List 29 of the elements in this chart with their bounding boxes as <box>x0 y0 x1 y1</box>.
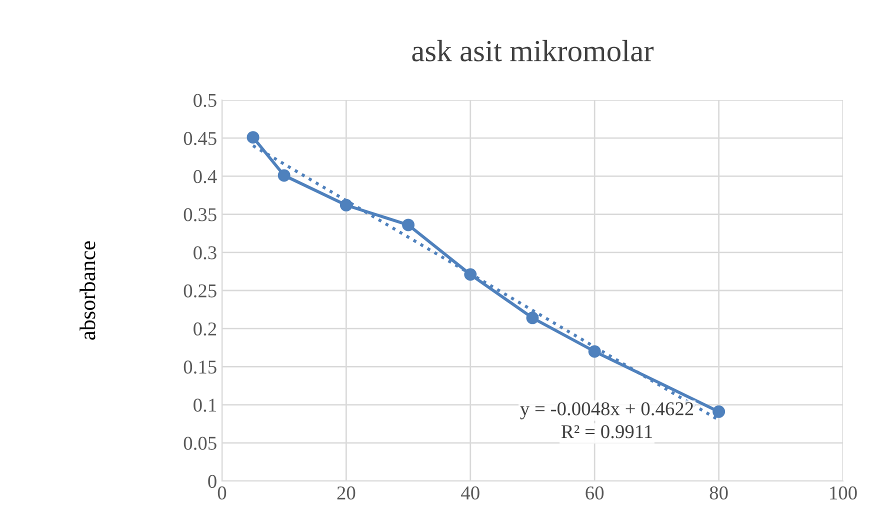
x-tick-label: 80 <box>710 486 728 500</box>
y-tick-label: 0 <box>208 474 216 488</box>
x-tick-label: 20 <box>337 486 356 500</box>
y-tick-label: 0.5 <box>194 94 216 108</box>
x-tick-label: 40 <box>461 486 480 500</box>
y-tick-label: 0.25 <box>184 284 216 298</box>
x-tick-label: 100 <box>830 486 857 500</box>
annotation: y = -0.0048x + 0.4622 <box>520 402 694 420</box>
y-tick-label: 0.05 <box>184 436 216 450</box>
y-tick-label: 0.45 <box>184 132 216 146</box>
annotation: R² = 0.9911 <box>561 425 652 438</box>
chart-title: ask asit mikromolar <box>412 40 654 62</box>
point <box>402 218 415 232</box>
y-tick-label: 0.4 <box>194 170 217 184</box>
point <box>588 345 601 358</box>
point <box>464 268 477 281</box>
point <box>278 169 290 182</box>
y-tick-label: 0.35 <box>184 208 216 222</box>
y-tick-label: 0.3 <box>194 246 216 260</box>
x-tick-label: 60 <box>586 486 604 500</box>
point <box>246 131 260 144</box>
y-tick-label: 0.15 <box>184 360 216 374</box>
x-tick-label: 0 <box>218 486 226 500</box>
point <box>712 405 726 418</box>
y-axis-title: absorbance <box>80 241 96 340</box>
y-tick-label: 0.1 <box>194 398 216 412</box>
point <box>526 312 539 324</box>
point <box>340 198 352 212</box>
y-tick-label: 0.2 <box>194 322 216 336</box>
